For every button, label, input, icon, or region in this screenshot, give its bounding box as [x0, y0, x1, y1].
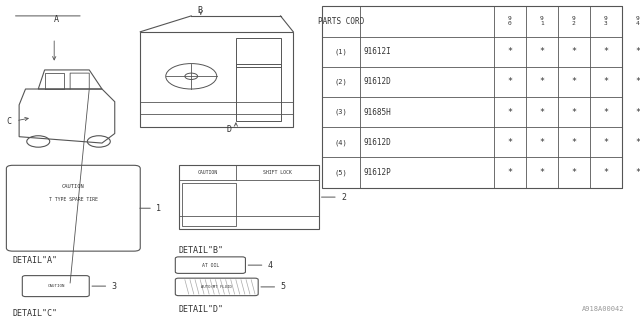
- Text: AUTO/MT FLUID: AUTO/MT FLUID: [202, 285, 232, 289]
- Text: PARTS CORD: PARTS CORD: [318, 17, 364, 26]
- Text: 91612D: 91612D: [364, 77, 391, 86]
- Text: 9
0: 9 0: [508, 16, 512, 27]
- Text: DETAIL"D": DETAIL"D": [179, 305, 223, 314]
- Text: 9
1: 9 1: [540, 16, 544, 27]
- Text: 91612D: 91612D: [364, 138, 391, 147]
- Text: *: *: [572, 168, 576, 177]
- Text: D: D: [227, 125, 231, 134]
- Text: *: *: [540, 77, 545, 86]
- Text: *: *: [540, 108, 545, 116]
- Text: *: *: [572, 108, 576, 116]
- Text: 2: 2: [341, 193, 346, 202]
- Text: *: *: [540, 138, 545, 147]
- Text: *: *: [603, 138, 608, 147]
- Text: 4: 4: [268, 260, 273, 270]
- Text: *: *: [603, 108, 608, 116]
- Text: *: *: [508, 47, 513, 56]
- Text: DETAIL"C": DETAIL"C": [13, 309, 58, 318]
- Text: CAUTION: CAUTION: [197, 170, 217, 175]
- Text: C: C: [6, 117, 12, 126]
- Text: *: *: [572, 77, 576, 86]
- Text: *: *: [572, 47, 576, 56]
- Text: SHIFT LOCK: SHIFT LOCK: [263, 170, 292, 175]
- Text: *: *: [635, 77, 640, 86]
- Text: DETAIL"A": DETAIL"A": [13, 256, 58, 265]
- Text: T TYPE SPARE TIRE: T TYPE SPARE TIRE: [49, 197, 98, 202]
- Text: *: *: [635, 47, 640, 56]
- Text: 9
3: 9 3: [604, 16, 607, 27]
- Text: *: *: [508, 168, 513, 177]
- Bar: [179, 165, 319, 229]
- Text: 91685H: 91685H: [364, 108, 391, 116]
- Text: *: *: [635, 168, 640, 177]
- Bar: [322, 6, 621, 188]
- Text: *: *: [572, 138, 576, 147]
- Text: *: *: [540, 47, 545, 56]
- Text: 9
2: 9 2: [572, 16, 575, 27]
- Text: 3: 3: [111, 282, 116, 291]
- Text: 9
4: 9 4: [636, 16, 639, 27]
- Text: CAUTION: CAUTION: [62, 184, 84, 189]
- Text: *: *: [508, 138, 513, 147]
- Text: B: B: [198, 6, 203, 15]
- Text: CAUTION: CAUTION: [47, 284, 65, 288]
- Text: AT OIL: AT OIL: [202, 263, 219, 268]
- Text: A: A: [54, 15, 59, 24]
- Text: *: *: [508, 108, 513, 116]
- Text: (4): (4): [335, 139, 348, 146]
- Bar: [182, 183, 236, 226]
- Text: DETAIL"B": DETAIL"B": [179, 246, 223, 255]
- Text: (2): (2): [335, 79, 348, 85]
- Text: (5): (5): [335, 169, 348, 176]
- Text: *: *: [603, 47, 608, 56]
- Text: *: *: [540, 168, 545, 177]
- Bar: [236, 38, 280, 67]
- Text: (3): (3): [335, 109, 348, 115]
- Text: *: *: [635, 108, 640, 116]
- Text: 91612P: 91612P: [364, 168, 391, 177]
- Text: A918A00042: A918A00042: [582, 306, 625, 312]
- Text: 91612I: 91612I: [364, 47, 391, 56]
- Text: *: *: [508, 77, 513, 86]
- Text: 5: 5: [280, 283, 285, 292]
- Text: *: *: [603, 168, 608, 177]
- Bar: [236, 64, 280, 121]
- Text: *: *: [603, 77, 608, 86]
- Text: (1): (1): [335, 48, 348, 55]
- Text: *: *: [635, 138, 640, 147]
- Text: 1: 1: [156, 204, 161, 213]
